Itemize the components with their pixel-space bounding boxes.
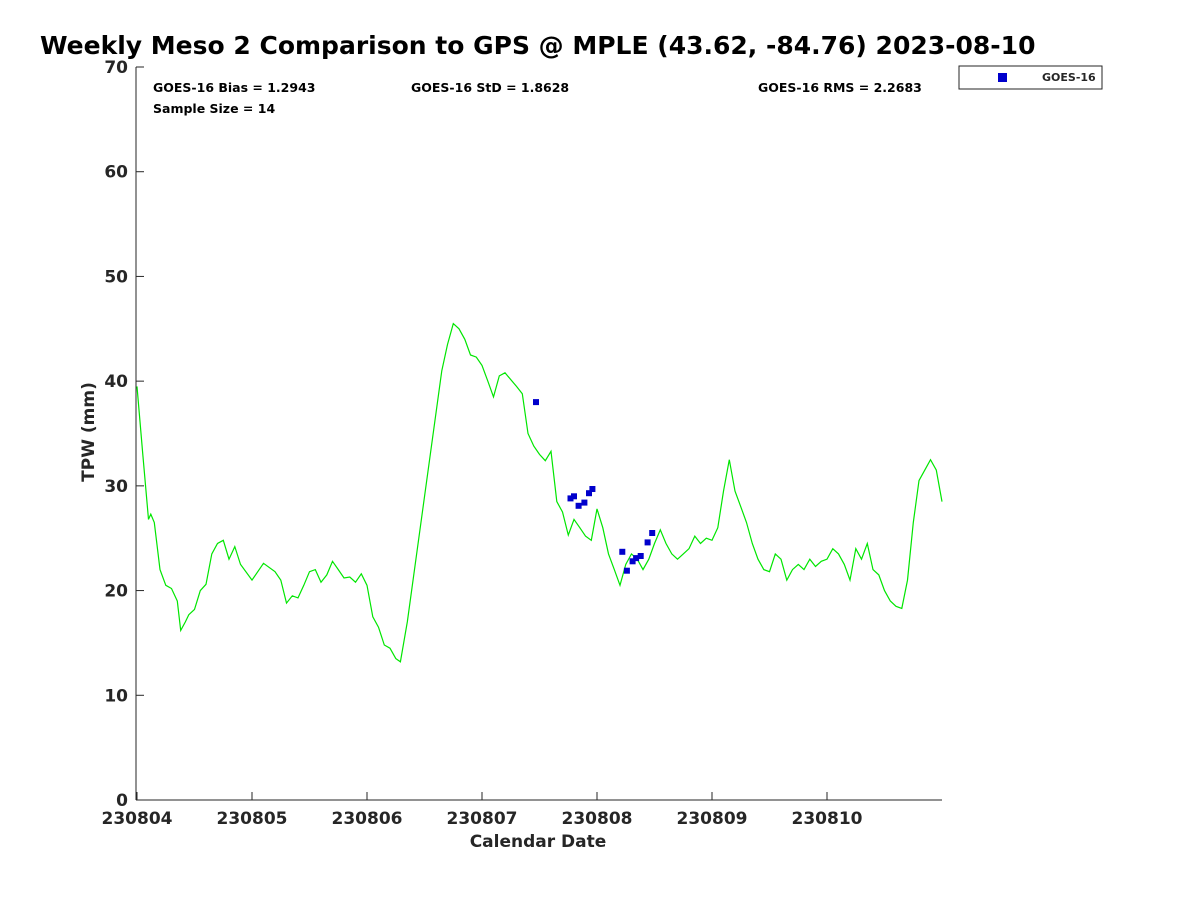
legend-box: [958, 65, 1103, 90]
x-tick-label: 230805: [217, 809, 288, 829]
stat-sample-size: Sample Size = 14: [153, 101, 275, 116]
goes16-point: [533, 399, 539, 406]
goes16-point: [575, 502, 582, 509]
goes16-point: [649, 530, 656, 536]
goes16-point: [619, 548, 626, 555]
x-tick-label: 230807: [447, 809, 518, 829]
goes16-point: [623, 567, 630, 574]
goes16-point: [644, 539, 651, 546]
goes16-point: [629, 558, 636, 565]
legend-label-goes16: GOES-16: [1042, 71, 1096, 84]
x-tick-label: 230810: [792, 809, 863, 829]
goes16-point: [581, 499, 588, 506]
x-tick-label: 230808: [562, 809, 633, 829]
y-tick-label: 70: [104, 58, 128, 78]
gps-tpw-line: [136, 322, 943, 663]
legend: GOES-16: [958, 65, 1103, 90]
y-tick-label: 0: [116, 791, 128, 811]
x-tick-label: 230804: [102, 809, 173, 829]
y-tick-label: 60: [104, 163, 128, 183]
goes16-point: [589, 486, 596, 492]
y-tick-label: 20: [104, 582, 128, 602]
y-tick-label: 30: [104, 477, 128, 497]
y-tick-label: 50: [104, 267, 128, 287]
plot-area: [135, 67, 942, 801]
stat-rms: GOES-16 RMS = 2.2683: [758, 80, 922, 95]
goes16-point: [571, 493, 577, 500]
y-tick-label: 10: [104, 686, 128, 706]
goes16-point: [637, 553, 644, 559]
y-axis-label: TPW (mm): [79, 382, 99, 482]
stat-std: GOES-16 StD = 1.8628: [411, 80, 569, 95]
goes16-point: [567, 495, 574, 502]
y-tick-label: 40: [104, 372, 128, 392]
legend-marker-goes16: [998, 73, 1007, 82]
x-tick-label: 230806: [332, 809, 403, 829]
x-ticks: 230804 230805 230806 230807 230808 230809 2308…: [102, 792, 863, 829]
y-ticks: 0 10 20 30 40 50 60 70: [104, 58, 144, 811]
goes16-point: [633, 555, 640, 562]
x-tick-label: 230809: [677, 809, 748, 829]
stat-bias: GOES-16 Bias = 1.2943: [153, 80, 315, 95]
goes16-point: [586, 490, 592, 497]
x-axis-label: Calendar Date: [470, 832, 607, 852]
goes16-points: [533, 399, 656, 574]
chart-title: Weekly Meso 2 Comparison to GPS @ MPLE (…: [40, 31, 1035, 60]
